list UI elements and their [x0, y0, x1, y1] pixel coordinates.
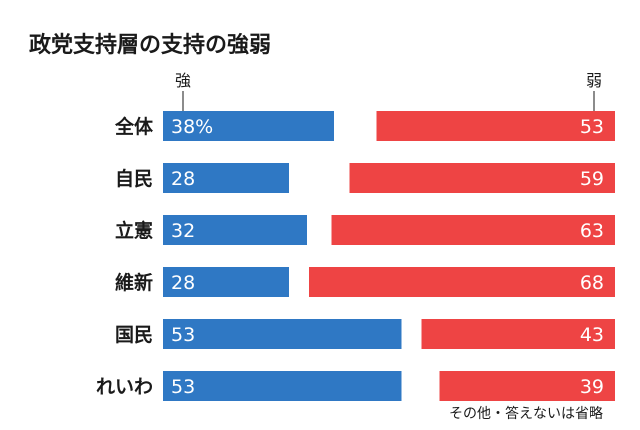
footnote: その他・答えないは省略: [449, 405, 603, 422]
weak-value-label-6: 39: [580, 376, 604, 398]
category-label-6: れいわ: [96, 376, 153, 398]
strong-value-label-6: 53: [171, 376, 195, 398]
weak-value-label-2: 59: [580, 168, 604, 190]
chart-title: 政党支持層の支持の強弱: [29, 32, 271, 58]
left-header-label: 強: [175, 71, 191, 90]
weak-value-label-3: 63: [580, 220, 604, 242]
weak-value-label-1: 53: [580, 116, 604, 138]
right-header-label: 弱: [586, 71, 602, 90]
strong-bar-1: [163, 111, 334, 141]
strong-value-label-3: 32: [171, 220, 195, 242]
category-label-4: 維新: [115, 271, 153, 294]
strong-bar-5: [163, 319, 402, 349]
category-label-2: 自民: [115, 167, 153, 190]
weak-value-label-4: 68: [580, 272, 604, 294]
strong-value-label-2: 28: [171, 168, 195, 190]
weak-bar-1: [376, 111, 615, 141]
strong-bar-3: [163, 215, 307, 245]
weak-bar-2: [349, 163, 615, 193]
strong-value-label-1: 38%: [171, 116, 213, 138]
weak-value-label-5: 43: [580, 324, 604, 346]
strong-bar-2: [163, 163, 289, 193]
strong-bar-6: [163, 371, 402, 401]
category-label-5: 国民: [115, 324, 153, 346]
strong-value-label-4: 28: [171, 272, 195, 294]
weak-bar-5: [421, 319, 615, 349]
strong-value-label-5: 53: [171, 324, 195, 346]
strong-bar-4: [163, 267, 289, 297]
category-label-1: 全体: [114, 115, 154, 138]
category-label-3: 立憲: [115, 219, 153, 242]
weak-bar-4: [309, 267, 615, 297]
bars-group: 全体 38% 53 自民 28 59 立憲 32 63 維新 28 68 国民 53 43 れいわ 53 39: [96, 111, 615, 401]
weak-bar-3: [331, 215, 615, 245]
weak-bar-6: [439, 371, 615, 401]
